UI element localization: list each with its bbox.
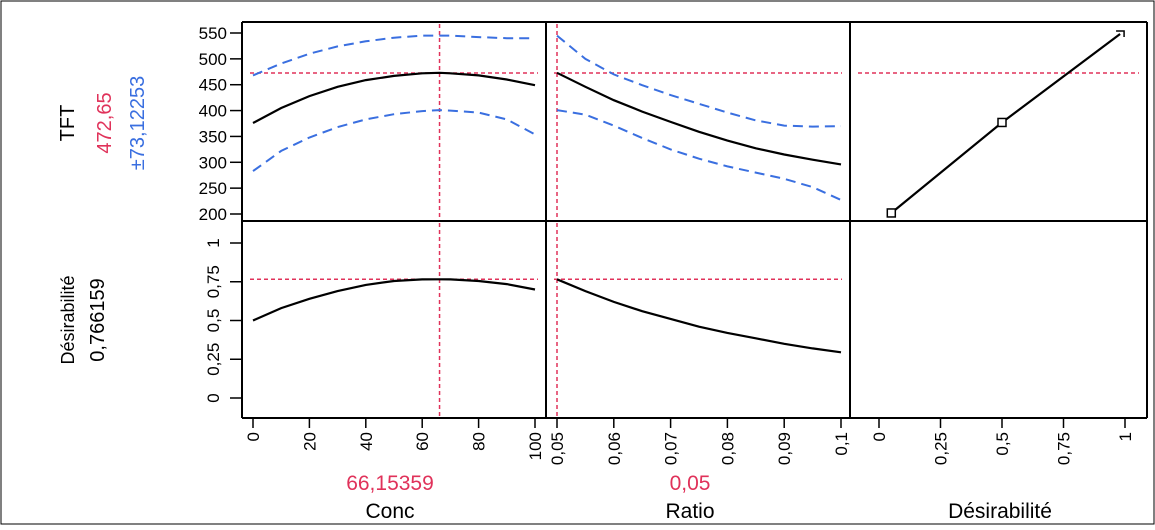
panel-grid (241, 21, 1148, 419)
x-tick-label: 0 (244, 432, 263, 441)
x-tick-label: 0,08 (718, 432, 737, 465)
y-tick-label: 300 (199, 153, 227, 172)
series-line-prediction (252, 71, 536, 124)
row-label-tft-interval: ±73,12253 (127, 76, 149, 170)
y-tick-label: 400 (199, 102, 227, 121)
y-tick-label: 250 (199, 179, 227, 198)
y-tick-label: 1 (204, 238, 223, 247)
column-label-conc-value: 66,15359 (346, 472, 434, 495)
x-tick-label: 0,25 (932, 432, 951, 465)
row-label-tft-value: 472,65 (94, 92, 116, 153)
x-tick-label: 20 (300, 432, 319, 451)
series-line-upper (252, 34, 535, 77)
y-tick-label: 350 (199, 127, 227, 146)
row-label-desirability-value: 0,766159 (87, 278, 109, 361)
x-tick-label: 100 (526, 432, 545, 460)
column-labels: 66,15359 Conc 0,05 Ratio Désirabilité (346, 472, 1052, 523)
desirability-handle[interactable] (997, 117, 1007, 128)
y-tick-label: 0,5 (204, 309, 223, 333)
x-tick-label: 40 (357, 432, 376, 451)
row-label-tft-name: TFT (57, 105, 79, 142)
row-label-desirability: Désirabilité 0,766159 (58, 275, 109, 364)
column-label-conc-name: Conc (365, 500, 414, 523)
x-tick-label: 0,75 (1055, 432, 1074, 465)
x-axis-d-sirabilit-: 0 0,25 0,5 0,75 1 (870, 418, 1135, 465)
y-axis-d-sirabilit-: 0 0,25 0,5 0,75 1 (204, 238, 242, 403)
x-tick-label: 0,5 (993, 432, 1012, 456)
x-tick-label: 1 (1116, 432, 1135, 441)
x-tick-label: 80 (470, 432, 489, 451)
plot-panels (250, 24, 1139, 416)
y-tick-label: 450 (199, 76, 227, 95)
panel-tft-d-sirabilit- (858, 30, 1139, 218)
panel-tft-ratio (554, 24, 842, 219)
x-axis-conc: 0 20 40 60 80 100 (244, 418, 545, 460)
row-label-desirability-name: Désirabilité (58, 275, 78, 364)
y-tick-label: 550 (199, 24, 227, 43)
column-label-desirability-name: Désirabilité (948, 500, 1052, 523)
x-tick-label: 0,06 (605, 432, 624, 465)
x-tick-label: 0,1 (832, 432, 851, 456)
panel-d-sirabilit--conc (250, 223, 538, 416)
y-tick-label: 500 (199, 50, 227, 69)
series-line-lower (556, 109, 842, 201)
y-axis-tft: 200 250 300 350 400 450 500 550 (199, 24, 242, 224)
x-axes: 0 20 40 60 80 100 0,05 0,06 0,07 0,08 0,09 0,1 0 0,25… (244, 418, 1135, 465)
y-tick-label: 0,25 (204, 343, 223, 376)
y-tick-label: 200 (199, 205, 227, 224)
y-tick-label: 0 (204, 393, 223, 402)
panel-tft-conc (250, 24, 538, 219)
panel-d-sirabilit--ratio (554, 223, 842, 416)
series-line-prediction (556, 71, 842, 166)
y-axes: 200 250 300 350 400 450 500 550 0 0,25 0,5 0,75 1 (199, 24, 242, 403)
desirability-handle-end[interactable] (1116, 30, 1125, 38)
row-label-tft: TFT 472,65 ±73,12253 (57, 76, 149, 170)
x-tick-label: 0,05 (548, 432, 567, 465)
series-line-upper (556, 34, 842, 128)
series-line-prediction (252, 278, 536, 322)
y-tick-label: 0,75 (204, 265, 223, 298)
column-label-ratio-name: Ratio (665, 500, 714, 523)
x-tick-label: 60 (413, 432, 432, 451)
column-label-ratio-value: 0,05 (670, 472, 711, 495)
x-tick-label: 0,09 (775, 432, 794, 465)
x-tick-label: 0 (870, 432, 889, 441)
x-axis-ratio: 0,05 0,06 0,07 0,08 0,09 0,1 (548, 418, 851, 465)
series-line-prediction (556, 278, 842, 354)
x-tick-label: 0,07 (662, 432, 681, 465)
desirability-handle[interactable] (886, 208, 897, 218)
series-line-lower (252, 109, 536, 172)
